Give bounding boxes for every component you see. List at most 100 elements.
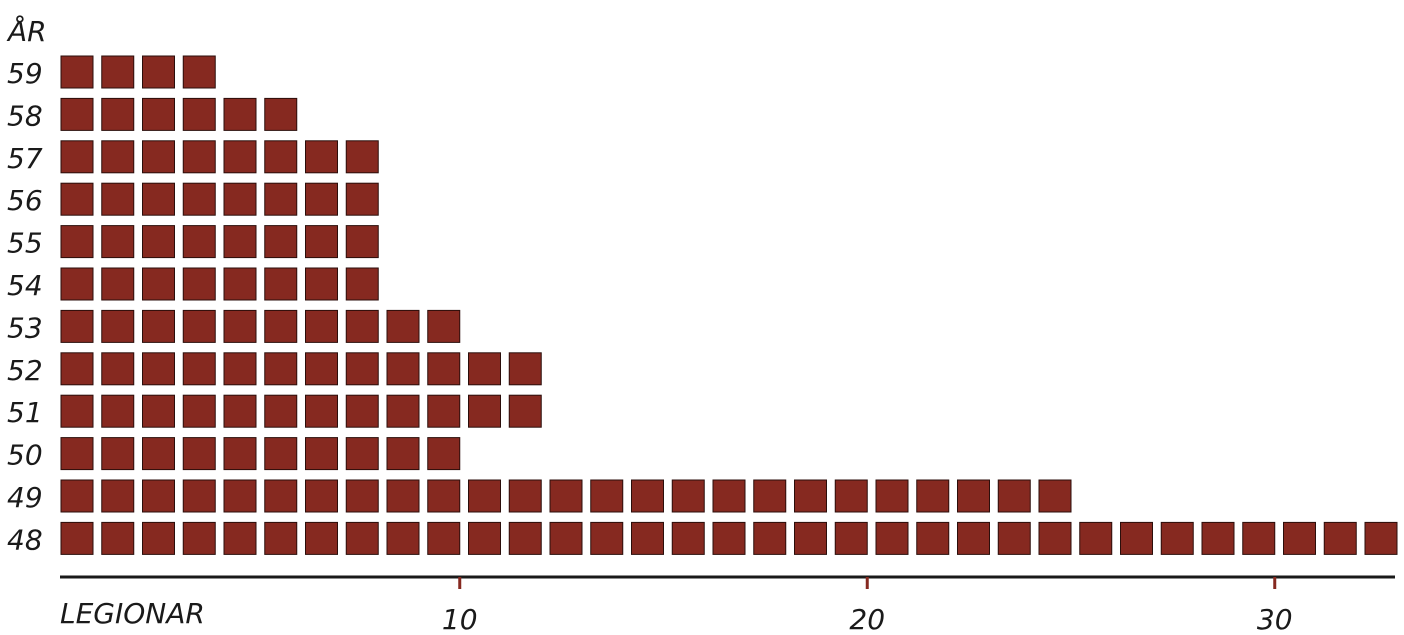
legion-square bbox=[916, 521, 950, 555]
legion-square bbox=[631, 479, 664, 513]
year-row-49: 49 bbox=[7, 479, 1072, 514]
legion-square bbox=[508, 479, 542, 513]
legion-square bbox=[182, 309, 216, 343]
year-label: 48 bbox=[7, 523, 43, 556]
legion-square bbox=[875, 479, 909, 513]
legion-square bbox=[345, 140, 379, 174]
legion-square bbox=[101, 352, 135, 386]
legion-square bbox=[794, 521, 827, 555]
legion-square bbox=[264, 394, 298, 428]
legion-square bbox=[1079, 521, 1113, 555]
legion-square bbox=[1160, 521, 1194, 555]
legion-square bbox=[305, 437, 338, 471]
legion-square bbox=[427, 521, 461, 555]
legion-square bbox=[386, 521, 420, 555]
year-row-55: 55 bbox=[7, 225, 379, 260]
legion-square bbox=[60, 140, 94, 174]
legion-square bbox=[223, 309, 257, 343]
legion-square bbox=[264, 97, 298, 131]
legion-square bbox=[223, 394, 257, 428]
legion-square bbox=[60, 55, 94, 89]
legion-square bbox=[957, 521, 990, 555]
legion-square bbox=[753, 521, 787, 555]
legion-square bbox=[264, 521, 298, 555]
year-row-56: 56 bbox=[7, 182, 379, 217]
legion-square bbox=[753, 479, 787, 513]
legion-square bbox=[264, 309, 298, 343]
year-label: 59 bbox=[7, 57, 43, 90]
legion-square bbox=[182, 267, 216, 301]
legion-square bbox=[427, 394, 461, 428]
legion-square bbox=[182, 352, 216, 386]
year-label: 51 bbox=[7, 396, 43, 429]
legion-square bbox=[305, 394, 338, 428]
legion-square bbox=[508, 394, 542, 428]
legion-square bbox=[794, 479, 827, 513]
legion-square bbox=[305, 521, 338, 555]
x-axis-ticks: 10 20 30 bbox=[442, 577, 1293, 635]
legion-square bbox=[549, 521, 583, 555]
legion-square bbox=[182, 140, 216, 174]
legion-square bbox=[427, 352, 461, 386]
legion-square bbox=[264, 352, 298, 386]
legion-square bbox=[671, 521, 705, 555]
legion-square bbox=[1364, 521, 1398, 555]
legion-square bbox=[305, 309, 338, 343]
legion-square bbox=[508, 521, 542, 555]
legion-square bbox=[997, 521, 1031, 555]
legion-square bbox=[386, 479, 420, 513]
legion-square bbox=[182, 225, 216, 259]
legion-square bbox=[142, 352, 175, 386]
legion-square bbox=[834, 479, 868, 513]
legion-square bbox=[468, 352, 501, 386]
legion-square bbox=[468, 394, 501, 428]
legion-square bbox=[264, 140, 298, 174]
legion-square bbox=[142, 182, 175, 216]
legion-square bbox=[223, 97, 257, 131]
legion-square bbox=[142, 437, 175, 471]
legion-square bbox=[223, 267, 257, 301]
year-label: 52 bbox=[7, 354, 43, 387]
legion-square bbox=[631, 521, 664, 555]
year-row-53: 53 bbox=[7, 309, 461, 344]
year-label: 56 bbox=[7, 184, 43, 217]
legion-square bbox=[1242, 521, 1276, 555]
legion-square bbox=[182, 97, 216, 131]
legion-square bbox=[590, 479, 624, 513]
legion-square bbox=[345, 394, 379, 428]
legion-square bbox=[60, 479, 94, 513]
legion-square bbox=[101, 140, 135, 174]
legion-square bbox=[264, 437, 298, 471]
legion-square bbox=[60, 394, 94, 428]
legion-square bbox=[345, 521, 379, 555]
legion-square bbox=[386, 352, 420, 386]
legion-square bbox=[345, 437, 379, 471]
legion-square bbox=[468, 521, 501, 555]
legion-square bbox=[182, 479, 216, 513]
legion-square bbox=[345, 309, 379, 343]
legion-square bbox=[101, 479, 135, 513]
legion-square bbox=[345, 479, 379, 513]
year-label: 49 bbox=[7, 481, 43, 514]
legion-square bbox=[1283, 521, 1316, 555]
legion-square bbox=[223, 140, 257, 174]
legion-square bbox=[712, 521, 746, 555]
legion-square bbox=[60, 309, 94, 343]
legion-square bbox=[223, 225, 257, 259]
legion-square bbox=[60, 267, 94, 301]
legion-square bbox=[60, 182, 94, 216]
year-row-48: 48 bbox=[7, 521, 1398, 556]
legion-square bbox=[427, 479, 461, 513]
legion-square bbox=[101, 521, 135, 555]
year-label: 58 bbox=[7, 99, 43, 132]
legion-square bbox=[142, 309, 175, 343]
legion-square bbox=[60, 225, 94, 259]
legion-square bbox=[101, 182, 135, 216]
legion-square bbox=[60, 521, 94, 555]
legion-square bbox=[264, 479, 298, 513]
legion-square bbox=[712, 479, 746, 513]
legion-square bbox=[386, 309, 420, 343]
legion-square bbox=[142, 267, 175, 301]
legion-square bbox=[182, 182, 216, 216]
